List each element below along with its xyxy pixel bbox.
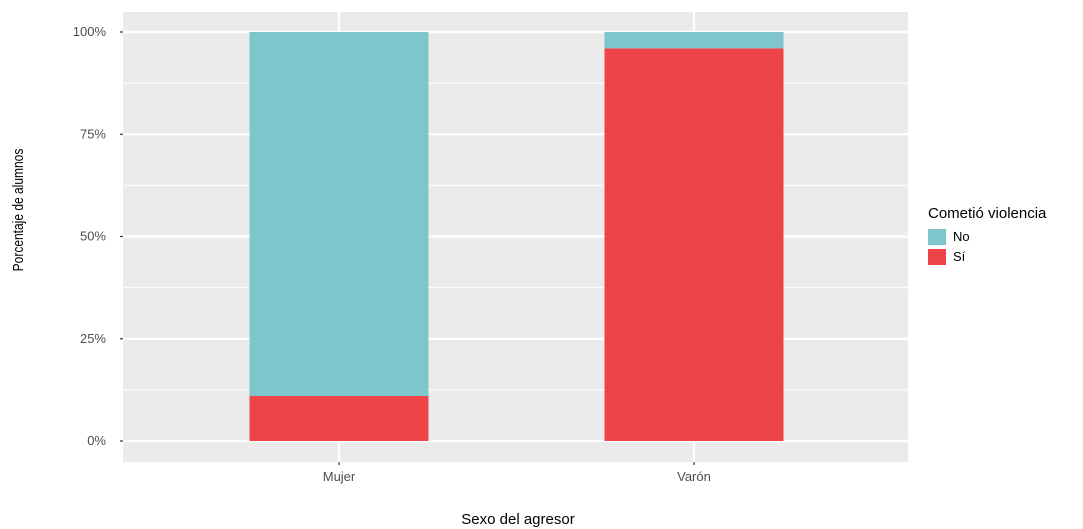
legend-key-sí bbox=[928, 249, 946, 265]
y-tick-label: 100% bbox=[73, 24, 107, 39]
bar-varón-no bbox=[604, 32, 784, 49]
y-tick-label: 50% bbox=[80, 229, 106, 244]
y-axis-title: Porcentaje de alumnos bbox=[10, 148, 27, 271]
y-axis: 0% 25% 50% 75% 100% bbox=[73, 24, 123, 448]
x-tick-label: Mujer bbox=[323, 469, 356, 484]
x-tick-label: Varón bbox=[677, 469, 711, 484]
legend-title: Cometió violencia bbox=[928, 205, 1047, 222]
bar-mujer-no bbox=[249, 32, 429, 397]
legend-label: No bbox=[953, 229, 970, 244]
x-axis: Mujer Varón bbox=[323, 462, 711, 484]
x-axis-title: Sexo del agresor bbox=[461, 511, 574, 528]
bar-varón-sí bbox=[604, 48, 784, 442]
bar-mujer-sí bbox=[249, 396, 429, 441]
y-tick-label: 25% bbox=[80, 331, 106, 346]
y-tick-label: 0% bbox=[87, 433, 106, 448]
legend-label: Sí bbox=[953, 249, 966, 264]
legend: Cometió violencia No Sí bbox=[928, 205, 1047, 265]
bars bbox=[249, 32, 784, 442]
legend-key-no bbox=[928, 229, 946, 245]
y-tick-label: 75% bbox=[80, 126, 106, 141]
